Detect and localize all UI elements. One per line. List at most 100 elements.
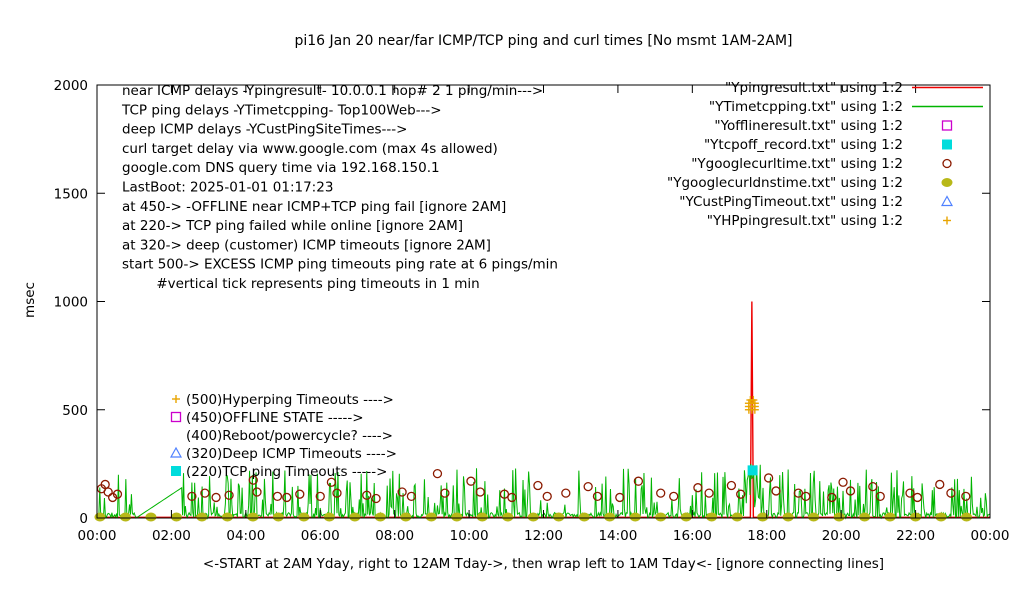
dns-time-point xyxy=(578,512,590,522)
dns-time-point xyxy=(859,512,871,522)
google-point xyxy=(200,488,210,498)
dns-time-point xyxy=(247,512,259,522)
level-annotation-label: (220)TCP ping Timeouts -----> xyxy=(186,464,388,480)
legend-label: "Ygooglecurltime.txt" using 1:2 xyxy=(691,156,903,172)
google-point xyxy=(187,491,197,502)
dns-time-point xyxy=(119,512,131,522)
google-point xyxy=(615,492,625,503)
legend-label: "Ypingresult.txt" using 1:2 xyxy=(725,80,903,96)
dns-time-point xyxy=(400,512,412,522)
info-line: LastBoot: 2025-01-01 01:17:23 xyxy=(122,180,333,196)
google-point xyxy=(946,488,956,498)
google-point xyxy=(838,477,848,487)
google-point xyxy=(282,492,292,503)
dns-time-point xyxy=(782,512,794,522)
level-annotation-marker-open-square xyxy=(170,411,182,423)
level-annotation-marker-filled-square xyxy=(171,466,181,476)
google-point xyxy=(107,492,118,503)
x-tick-label: 08:00 xyxy=(375,528,414,544)
info-line: TCP ping delays -YTimetcpping- Top100Web… xyxy=(121,102,442,118)
google-point xyxy=(432,468,443,479)
dns-time-point xyxy=(731,512,743,522)
x-tick-label: 20:00 xyxy=(822,528,861,544)
info-line: at 220-> TCP ping failed while online [i… xyxy=(122,218,463,234)
legend-marker-open-square xyxy=(941,120,953,131)
google-point xyxy=(592,491,603,502)
legend-marker-filled-square xyxy=(942,139,952,150)
dns-time-point xyxy=(170,512,182,522)
google-point xyxy=(827,492,837,503)
dns-time-point xyxy=(298,512,310,522)
legend-label: "Ygooglecurldnstime.txt" using 1:2 xyxy=(667,175,903,191)
dns-time-point xyxy=(272,512,284,522)
dns-time-point xyxy=(604,512,616,522)
x-tick-label: 04:00 xyxy=(226,528,265,544)
info-line: near ICMP delays -Ypingresult- 10.0.0.1 … xyxy=(122,83,543,99)
google-point xyxy=(845,486,856,496)
google-point xyxy=(771,486,781,496)
google-point xyxy=(669,491,679,502)
dns-time-point xyxy=(145,512,157,522)
y-tick-label: 1000 xyxy=(54,295,88,311)
info-line: curl target delay via www.google.com (ma… xyxy=(122,141,498,157)
x-tick-label: 00:00 xyxy=(78,528,117,544)
dns-time-point xyxy=(884,512,896,522)
google-point xyxy=(397,487,407,497)
level-annotation-label: (400)Reboot/powercycle? ----> xyxy=(186,428,393,444)
google-point xyxy=(211,492,221,503)
info-line: deep ICMP delays -YCustPingSiteTimes---> xyxy=(122,122,407,138)
google-point xyxy=(868,481,878,492)
google-point xyxy=(475,487,485,497)
google-point xyxy=(252,487,262,497)
google-point xyxy=(656,488,666,498)
dns-time-point xyxy=(221,512,233,522)
info-line: #vertical tick represents ping timeouts … xyxy=(122,276,480,292)
dns-time-point xyxy=(476,512,488,522)
x-tick-label: 14:00 xyxy=(598,528,637,544)
google-point xyxy=(100,479,110,490)
x-tick-label: 10:00 xyxy=(450,528,489,544)
google-point xyxy=(224,490,234,500)
info-line: at 450-> -OFFLINE near ICMP+TCP ping fai… xyxy=(122,199,506,215)
level-annotation-label: (450)OFFLINE STATE -----> xyxy=(186,410,364,426)
google-point xyxy=(763,473,774,483)
google-point xyxy=(736,489,746,499)
google-point xyxy=(961,491,971,502)
google-point xyxy=(793,488,804,498)
dns-time-point xyxy=(425,512,437,522)
dns-time-point xyxy=(349,512,361,522)
info-line: at 320-> deep (customer) ICMP timeouts [… xyxy=(122,237,491,253)
x-tick-label: 02:00 xyxy=(152,528,191,544)
x-tick-label: 16:00 xyxy=(673,528,712,544)
google-point xyxy=(533,480,543,491)
dns-time-point xyxy=(502,512,514,522)
legend-marker-filled-circle xyxy=(941,178,953,187)
y-tick-label: 1500 xyxy=(54,186,88,202)
level-annotation-label: (320)Deep ICMP Timeouts ----> xyxy=(186,446,397,462)
google-point xyxy=(332,488,342,498)
google-point xyxy=(726,480,737,491)
google-point xyxy=(801,491,811,502)
level-annotation-label: (500)Hyperping Timeouts ----> xyxy=(186,392,394,408)
google-point xyxy=(406,491,417,502)
legend-marker-open-triangle xyxy=(940,195,954,207)
google-point xyxy=(466,476,476,486)
dns-time-point xyxy=(757,512,769,522)
dns-time-point xyxy=(680,512,692,522)
info-line: google.com DNS query time via 192.168.15… xyxy=(122,160,440,176)
level-annotation-marker-open-triangle xyxy=(169,446,183,458)
google-point xyxy=(633,476,644,486)
google-point xyxy=(875,491,885,502)
dns-time-point xyxy=(323,512,335,522)
legend-label: "YCustPingTimeout.txt" using 1:2 xyxy=(679,194,903,210)
tcp-point xyxy=(747,465,758,476)
y-tick-label: 0 xyxy=(79,511,88,527)
legend-marker-open-circle xyxy=(942,158,952,169)
google-point xyxy=(371,493,381,504)
google-point xyxy=(362,490,372,500)
legend-label: "Ytcpoff_record.txt" using 1:2 xyxy=(704,137,903,153)
dns-time-point xyxy=(706,512,718,522)
legend-label: "YTimetcpping.txt" using 1:2 xyxy=(709,99,903,115)
google-point xyxy=(693,483,703,493)
google-point xyxy=(103,487,113,497)
